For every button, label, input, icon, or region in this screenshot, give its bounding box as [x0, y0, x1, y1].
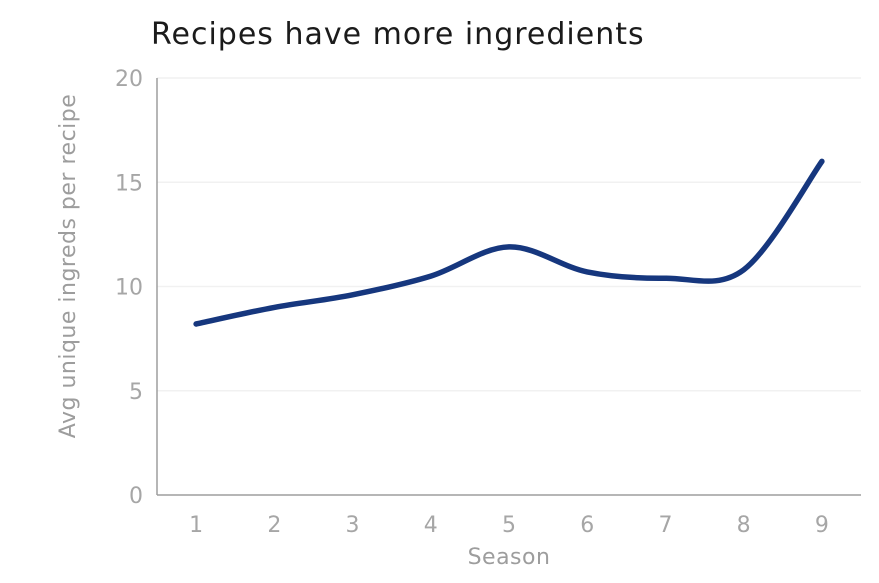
- x-tick-label: 6: [580, 513, 594, 538]
- y-tick-label: 20: [115, 67, 143, 92]
- x-tick-label: 2: [267, 513, 281, 538]
- chart-title: Recipes have more ingredients: [151, 17, 645, 52]
- x-axis-title: Season: [468, 545, 551, 570]
- x-tick-label: 1: [189, 513, 203, 538]
- y-axis-title: Avg unique ingreds per recipe: [56, 94, 81, 439]
- y-tick-label: 0: [129, 484, 143, 509]
- x-tick-label: 4: [424, 513, 438, 538]
- x-tick-label: 9: [815, 513, 829, 538]
- data-series-line: [193, 158, 825, 327]
- x-axis-tick-labels: 1 2 3 4 5 6 7 8 9: [189, 513, 829, 538]
- y-tick-label: 15: [115, 171, 143, 196]
- axis-lines: [156, 78, 861, 496]
- y-tick-label: 10: [115, 276, 143, 301]
- x-tick-label: 7: [658, 513, 672, 538]
- y-tick-label: 5: [129, 380, 143, 405]
- x-tick-label: 5: [502, 513, 516, 538]
- gridlines: [157, 77, 861, 392]
- x-tick-label: 3: [346, 513, 360, 538]
- x-tick-label: 8: [737, 513, 751, 538]
- y-axis-tick-labels: 0 5 10 15 20: [115, 67, 143, 509]
